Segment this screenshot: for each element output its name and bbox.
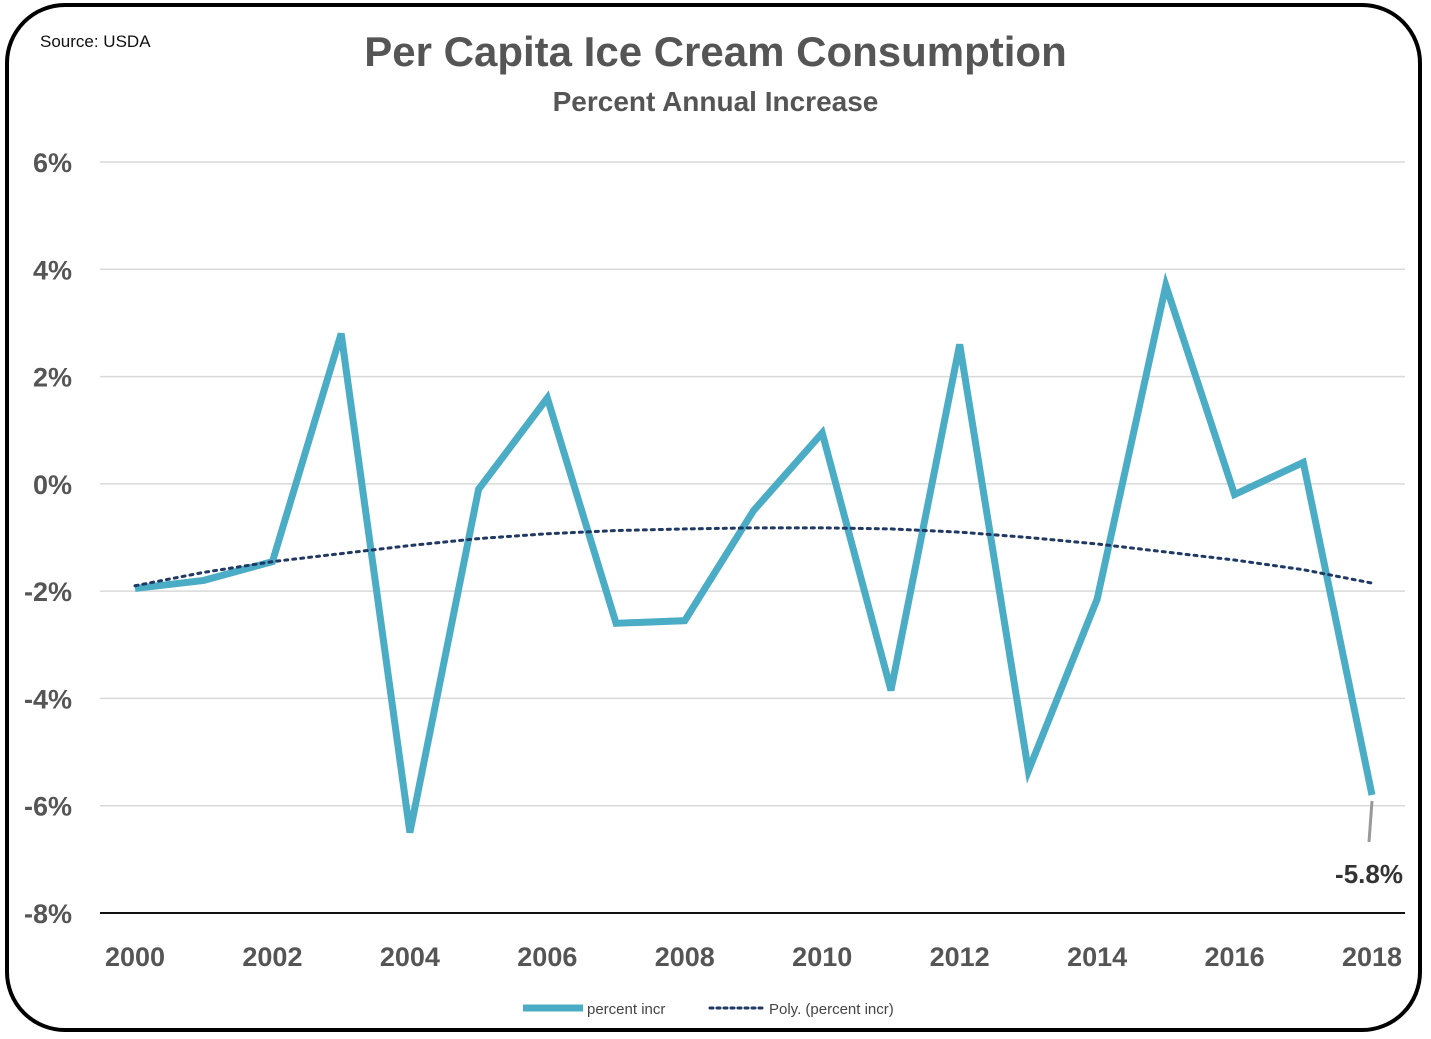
- y-tick-label: 2%: [33, 363, 72, 393]
- legend: percent incr Poly. (percent incr): [523, 1001, 894, 1018]
- percent-incr-series: [134, 272, 1376, 834]
- x-axis-ticks: 2000 2002 2004 2006 2008 2010 2012 2014 2016 2018: [105, 942, 1402, 972]
- annotation: -5.8%: [1335, 800, 1403, 889]
- x-tick-label: 2010: [792, 942, 852, 972]
- legend-label-percent-incr: percent incr: [587, 1001, 665, 1018]
- chart-title: Per Capita Ice Cream Consumption: [364, 28, 1067, 75]
- annotation-leader-line: [1367, 800, 1374, 843]
- chart-frame: [5, 3, 1422, 1032]
- annotation-label: -5.8%: [1335, 859, 1403, 889]
- x-tick-label: 2008: [655, 942, 715, 972]
- trendline-series: [133, 526, 1374, 588]
- y-tick-label: 6%: [33, 148, 72, 178]
- series-lines: [133, 272, 1376, 834]
- y-tick-label: -2%: [24, 577, 72, 607]
- source-label: Source: USDA: [40, 32, 151, 51]
- y-tick-label: 4%: [33, 255, 72, 285]
- y-tick-label: -6%: [24, 792, 72, 822]
- x-tick-label: 2016: [1205, 942, 1265, 972]
- y-axis-ticks: 6% 4% 2% 0% -2% -4% -6% -8%: [24, 148, 72, 929]
- x-tick-label: 2018: [1342, 942, 1402, 972]
- y-tick-label: -4%: [24, 684, 72, 714]
- y-tick-label: 0%: [33, 470, 72, 500]
- x-tick-label: 2006: [517, 942, 577, 972]
- x-tick-label: 2014: [1067, 942, 1127, 972]
- x-tick-label: 2002: [242, 942, 302, 972]
- x-tick-label: 2000: [105, 942, 165, 972]
- legend-label-trendline: Poly. (percent incr): [769, 1001, 894, 1018]
- chart-subtitle: Percent Annual Increase: [552, 86, 879, 117]
- x-tick-label: 2004: [380, 942, 440, 972]
- x-tick-label: 2012: [930, 942, 990, 972]
- y-tick-label: -8%: [24, 899, 72, 929]
- gridlines: [100, 161, 1405, 914]
